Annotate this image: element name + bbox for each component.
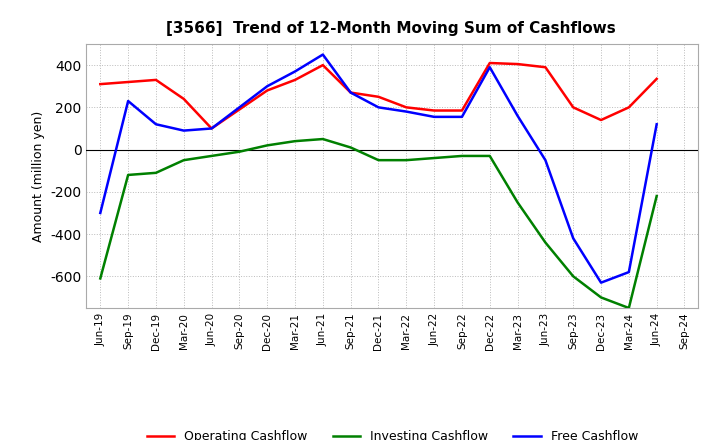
Investing Cashflow bbox=[597, 295, 606, 300]
Investing Cashflow bbox=[541, 240, 550, 245]
Operating Cashflow bbox=[318, 62, 327, 68]
Free Cashflow bbox=[652, 121, 661, 127]
Free Cashflow bbox=[263, 84, 271, 89]
Operating Cashflow bbox=[346, 90, 355, 95]
Free Cashflow bbox=[513, 113, 522, 118]
Investing Cashflow bbox=[430, 155, 438, 161]
Operating Cashflow bbox=[541, 65, 550, 70]
Operating Cashflow bbox=[96, 81, 104, 87]
Free Cashflow bbox=[430, 114, 438, 120]
Operating Cashflow bbox=[624, 105, 633, 110]
Operating Cashflow bbox=[513, 62, 522, 67]
Free Cashflow bbox=[235, 105, 243, 110]
Operating Cashflow bbox=[597, 117, 606, 123]
Operating Cashflow bbox=[207, 126, 216, 131]
Investing Cashflow bbox=[346, 145, 355, 150]
Y-axis label: Amount (million yen): Amount (million yen) bbox=[32, 110, 45, 242]
Operating Cashflow bbox=[374, 94, 383, 99]
Operating Cashflow bbox=[179, 96, 188, 102]
Free Cashflow bbox=[152, 121, 161, 127]
Operating Cashflow bbox=[152, 77, 161, 83]
Free Cashflow bbox=[179, 128, 188, 133]
Free Cashflow bbox=[291, 69, 300, 74]
Free Cashflow bbox=[569, 236, 577, 241]
Investing Cashflow bbox=[374, 158, 383, 163]
Free Cashflow bbox=[346, 90, 355, 95]
Line: Investing Cashflow: Investing Cashflow bbox=[100, 139, 657, 308]
Operating Cashflow bbox=[291, 77, 300, 83]
Free Cashflow bbox=[624, 269, 633, 275]
Investing Cashflow bbox=[263, 143, 271, 148]
Free Cashflow bbox=[402, 109, 410, 114]
Investing Cashflow bbox=[235, 149, 243, 154]
Investing Cashflow bbox=[96, 276, 104, 281]
Free Cashflow bbox=[207, 126, 216, 131]
Text: [3566]  Trend of 12-Month Moving Sum of Cashflows: [3566] Trend of 12-Month Moving Sum of C… bbox=[166, 21, 616, 36]
Operating Cashflow bbox=[263, 88, 271, 93]
Free Cashflow bbox=[458, 114, 467, 120]
Line: Free Cashflow: Free Cashflow bbox=[100, 55, 657, 282]
Investing Cashflow bbox=[458, 153, 467, 158]
Investing Cashflow bbox=[291, 139, 300, 144]
Free Cashflow bbox=[597, 280, 606, 285]
Investing Cashflow bbox=[207, 153, 216, 158]
Operating Cashflow bbox=[458, 108, 467, 113]
Free Cashflow bbox=[374, 105, 383, 110]
Operating Cashflow bbox=[485, 60, 494, 66]
Investing Cashflow bbox=[485, 153, 494, 158]
Free Cashflow bbox=[96, 210, 104, 216]
Operating Cashflow bbox=[402, 105, 410, 110]
Operating Cashflow bbox=[652, 76, 661, 81]
Free Cashflow bbox=[485, 65, 494, 70]
Free Cashflow bbox=[541, 158, 550, 163]
Investing Cashflow bbox=[124, 172, 132, 178]
Operating Cashflow bbox=[569, 105, 577, 110]
Investing Cashflow bbox=[179, 158, 188, 163]
Operating Cashflow bbox=[235, 107, 243, 112]
Investing Cashflow bbox=[652, 194, 661, 199]
Investing Cashflow bbox=[318, 136, 327, 142]
Investing Cashflow bbox=[402, 158, 410, 163]
Free Cashflow bbox=[318, 52, 327, 57]
Line: Operating Cashflow: Operating Cashflow bbox=[100, 63, 657, 128]
Operating Cashflow bbox=[430, 108, 438, 113]
Investing Cashflow bbox=[569, 274, 577, 279]
Free Cashflow bbox=[124, 99, 132, 104]
Investing Cashflow bbox=[152, 170, 161, 176]
Investing Cashflow bbox=[624, 305, 633, 311]
Legend: Operating Cashflow, Investing Cashflow, Free Cashflow: Operating Cashflow, Investing Cashflow, … bbox=[142, 425, 643, 440]
Operating Cashflow bbox=[124, 79, 132, 84]
Investing Cashflow bbox=[513, 200, 522, 205]
